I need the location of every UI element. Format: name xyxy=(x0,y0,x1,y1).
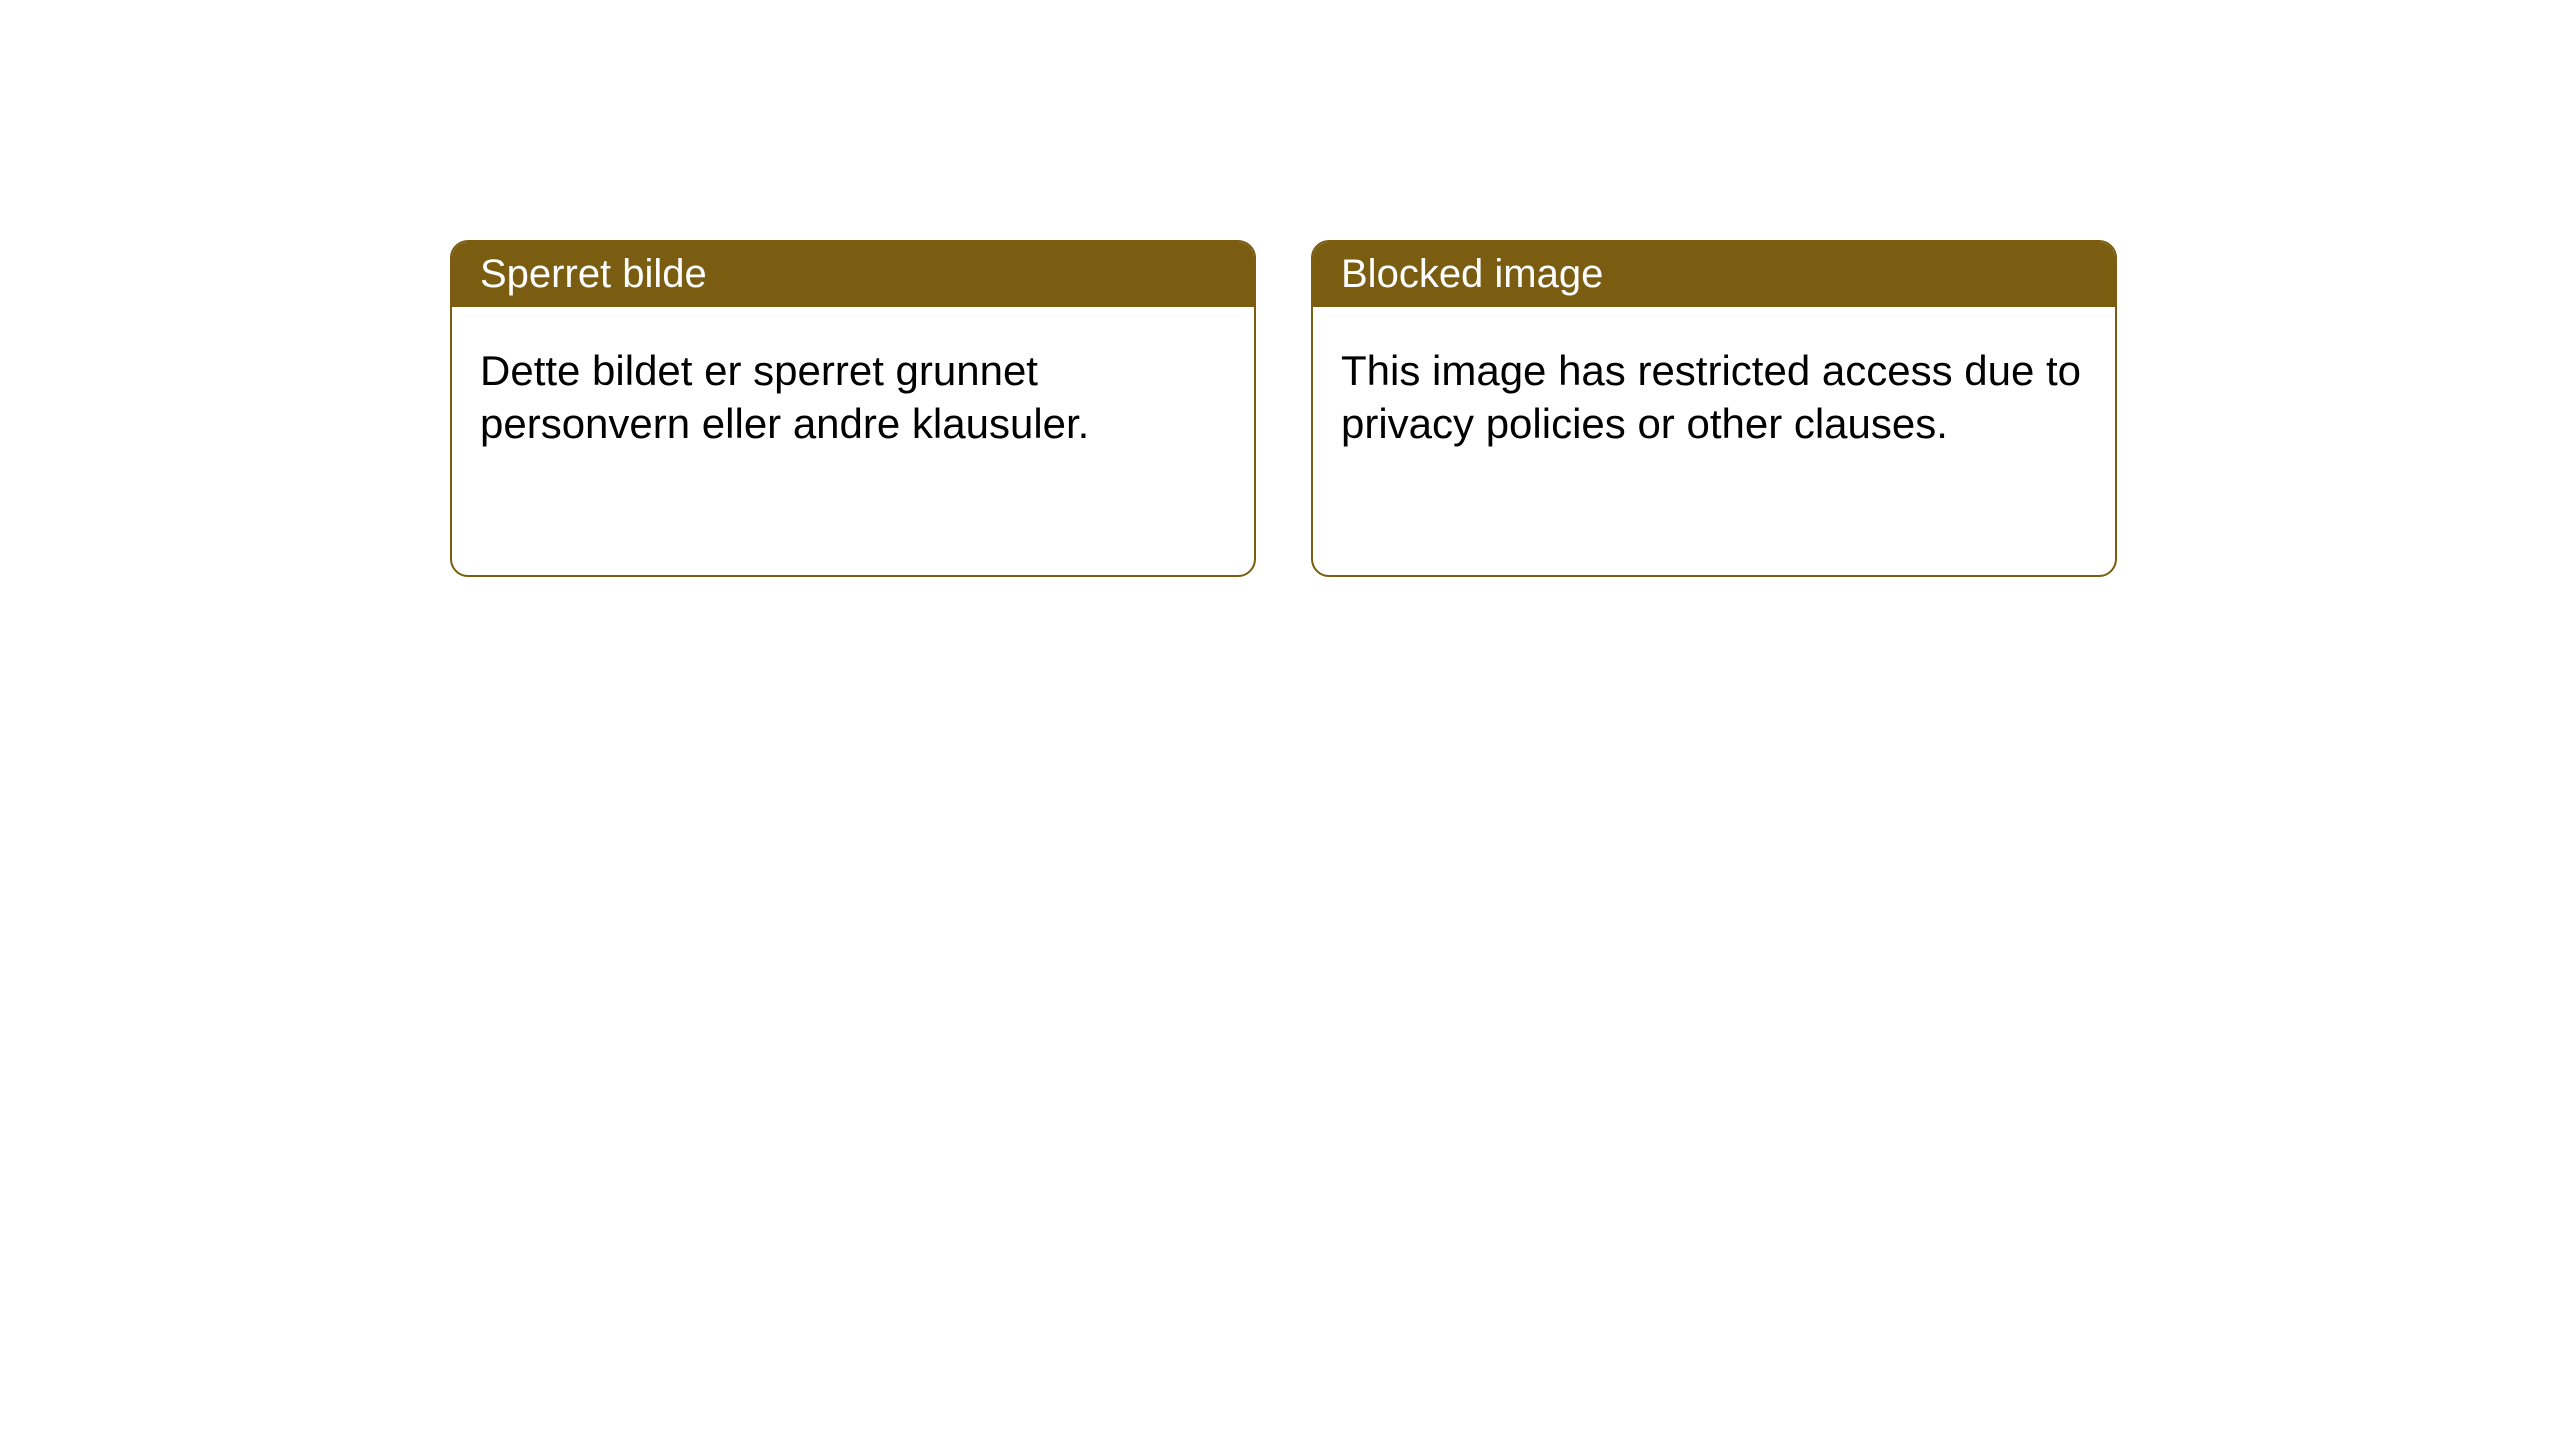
card-title: Sperret bilde xyxy=(480,252,707,296)
card-body: This image has restricted access due to … xyxy=(1313,307,2115,488)
notice-card-english: Blocked image This image has restricted … xyxy=(1311,240,2117,577)
card-header: Sperret bilde xyxy=(452,242,1254,307)
card-body: Dette bildet er sperret grunnet personve… xyxy=(452,307,1254,488)
card-body-text: This image has restricted access due to … xyxy=(1341,347,2081,447)
card-title: Blocked image xyxy=(1341,252,1603,296)
notice-card-norwegian: Sperret bilde Dette bildet er sperret gr… xyxy=(450,240,1256,577)
card-body-text: Dette bildet er sperret grunnet personve… xyxy=(480,347,1089,447)
notice-cards-container: Sperret bilde Dette bildet er sperret gr… xyxy=(0,0,2560,577)
card-header: Blocked image xyxy=(1313,242,2115,307)
